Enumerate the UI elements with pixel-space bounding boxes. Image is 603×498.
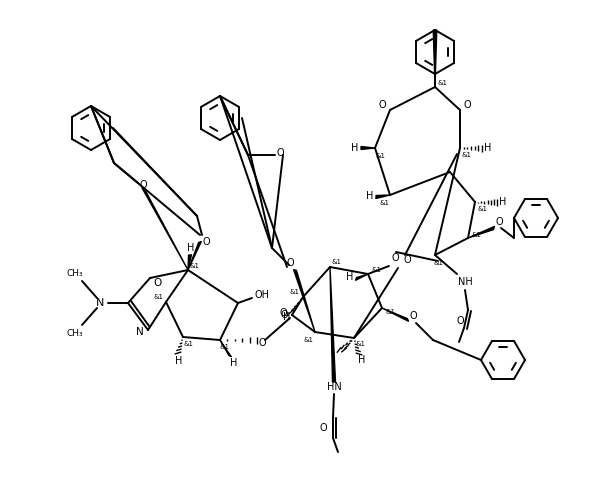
Text: H: H — [188, 243, 195, 253]
Text: &1: &1 — [380, 200, 390, 206]
Text: &1: &1 — [438, 80, 448, 86]
Text: H: H — [499, 197, 507, 207]
Text: O: O — [276, 148, 284, 158]
Text: H: H — [366, 191, 374, 201]
Polygon shape — [188, 255, 192, 270]
Polygon shape — [376, 195, 390, 199]
Text: N: N — [96, 298, 104, 308]
Text: &1: &1 — [303, 337, 313, 343]
Text: &1: &1 — [190, 263, 200, 269]
Text: O: O — [153, 278, 161, 288]
Text: H: H — [346, 272, 354, 282]
Text: &1: &1 — [471, 232, 481, 238]
Text: O: O — [202, 237, 210, 247]
Polygon shape — [355, 274, 368, 280]
Text: CH₃: CH₃ — [67, 329, 83, 338]
Text: O: O — [280, 310, 288, 320]
Text: &1: &1 — [183, 341, 193, 347]
Text: H: H — [230, 358, 238, 368]
Text: &1: &1 — [371, 267, 381, 273]
Text: H: H — [283, 312, 291, 322]
Polygon shape — [361, 146, 375, 149]
Text: O: O — [409, 311, 417, 321]
Text: CH₃: CH₃ — [67, 268, 83, 277]
Polygon shape — [433, 30, 437, 87]
Text: &1: &1 — [376, 153, 386, 159]
Text: O: O — [463, 100, 471, 110]
Text: H: H — [175, 356, 183, 366]
Polygon shape — [382, 308, 409, 321]
Text: H: H — [352, 143, 359, 153]
Polygon shape — [188, 242, 201, 270]
Polygon shape — [468, 227, 494, 238]
Text: O: O — [258, 338, 266, 348]
Text: &1: &1 — [332, 259, 342, 265]
Text: NH: NH — [458, 277, 472, 287]
Text: O: O — [319, 423, 327, 433]
Text: &1: &1 — [385, 309, 395, 315]
Text: &1: &1 — [289, 289, 299, 295]
Text: O: O — [378, 100, 386, 110]
Text: O: O — [391, 253, 399, 263]
Text: O: O — [279, 308, 287, 318]
Text: &1: &1 — [433, 260, 443, 266]
Text: OH: OH — [254, 290, 270, 300]
Text: H: H — [484, 143, 491, 153]
Polygon shape — [142, 187, 188, 270]
Text: HN: HN — [327, 382, 341, 392]
Polygon shape — [330, 267, 335, 382]
Text: &1: &1 — [356, 341, 366, 347]
Text: &1: &1 — [462, 152, 472, 158]
Text: N: N — [136, 327, 144, 337]
Text: O: O — [139, 180, 147, 190]
Polygon shape — [220, 340, 232, 357]
Polygon shape — [294, 269, 315, 332]
Text: O: O — [286, 258, 294, 268]
Text: O: O — [403, 255, 411, 265]
Text: &1: &1 — [220, 344, 230, 350]
Text: H: H — [358, 355, 365, 365]
Text: &1: &1 — [478, 206, 488, 212]
Text: O: O — [456, 316, 464, 326]
Text: O: O — [495, 217, 503, 227]
Text: &1: &1 — [153, 294, 163, 300]
